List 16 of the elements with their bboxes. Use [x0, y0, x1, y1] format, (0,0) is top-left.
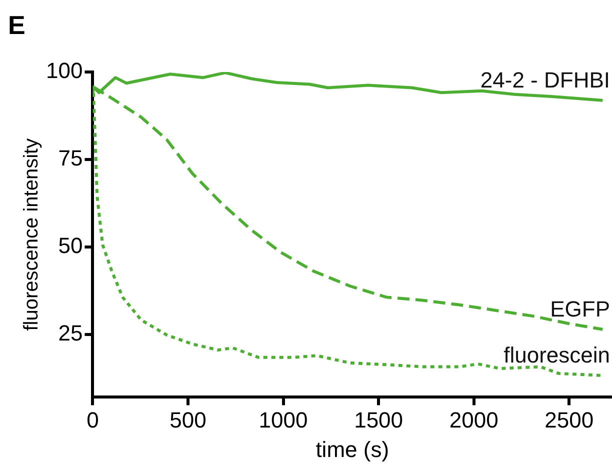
x-tick-label: 2000: [449, 407, 498, 432]
y-tick-label: 100: [46, 58, 83, 84]
x-tick-label: 2500: [544, 407, 594, 432]
y-tick-label: 25: [58, 320, 83, 346]
series-label: fluorescein: [504, 342, 610, 368]
series-label: EGFP: [550, 296, 610, 322]
x-axis-title: time (s): [316, 436, 390, 462]
x-tick-label: 500: [170, 407, 206, 432]
y-tick-label: 75: [58, 145, 83, 170]
y-tick-label: 50: [58, 232, 83, 258]
y-axis-title: fluorescence intensity: [20, 138, 43, 331]
x-tick-label: 1000: [258, 407, 308, 432]
text: E: [8, 10, 26, 40]
series-label: 24-2 - DFHBI: [480, 67, 610, 92]
x-tick-label: 1500: [354, 407, 404, 432]
x-tick-label: 0: [86, 407, 99, 432]
